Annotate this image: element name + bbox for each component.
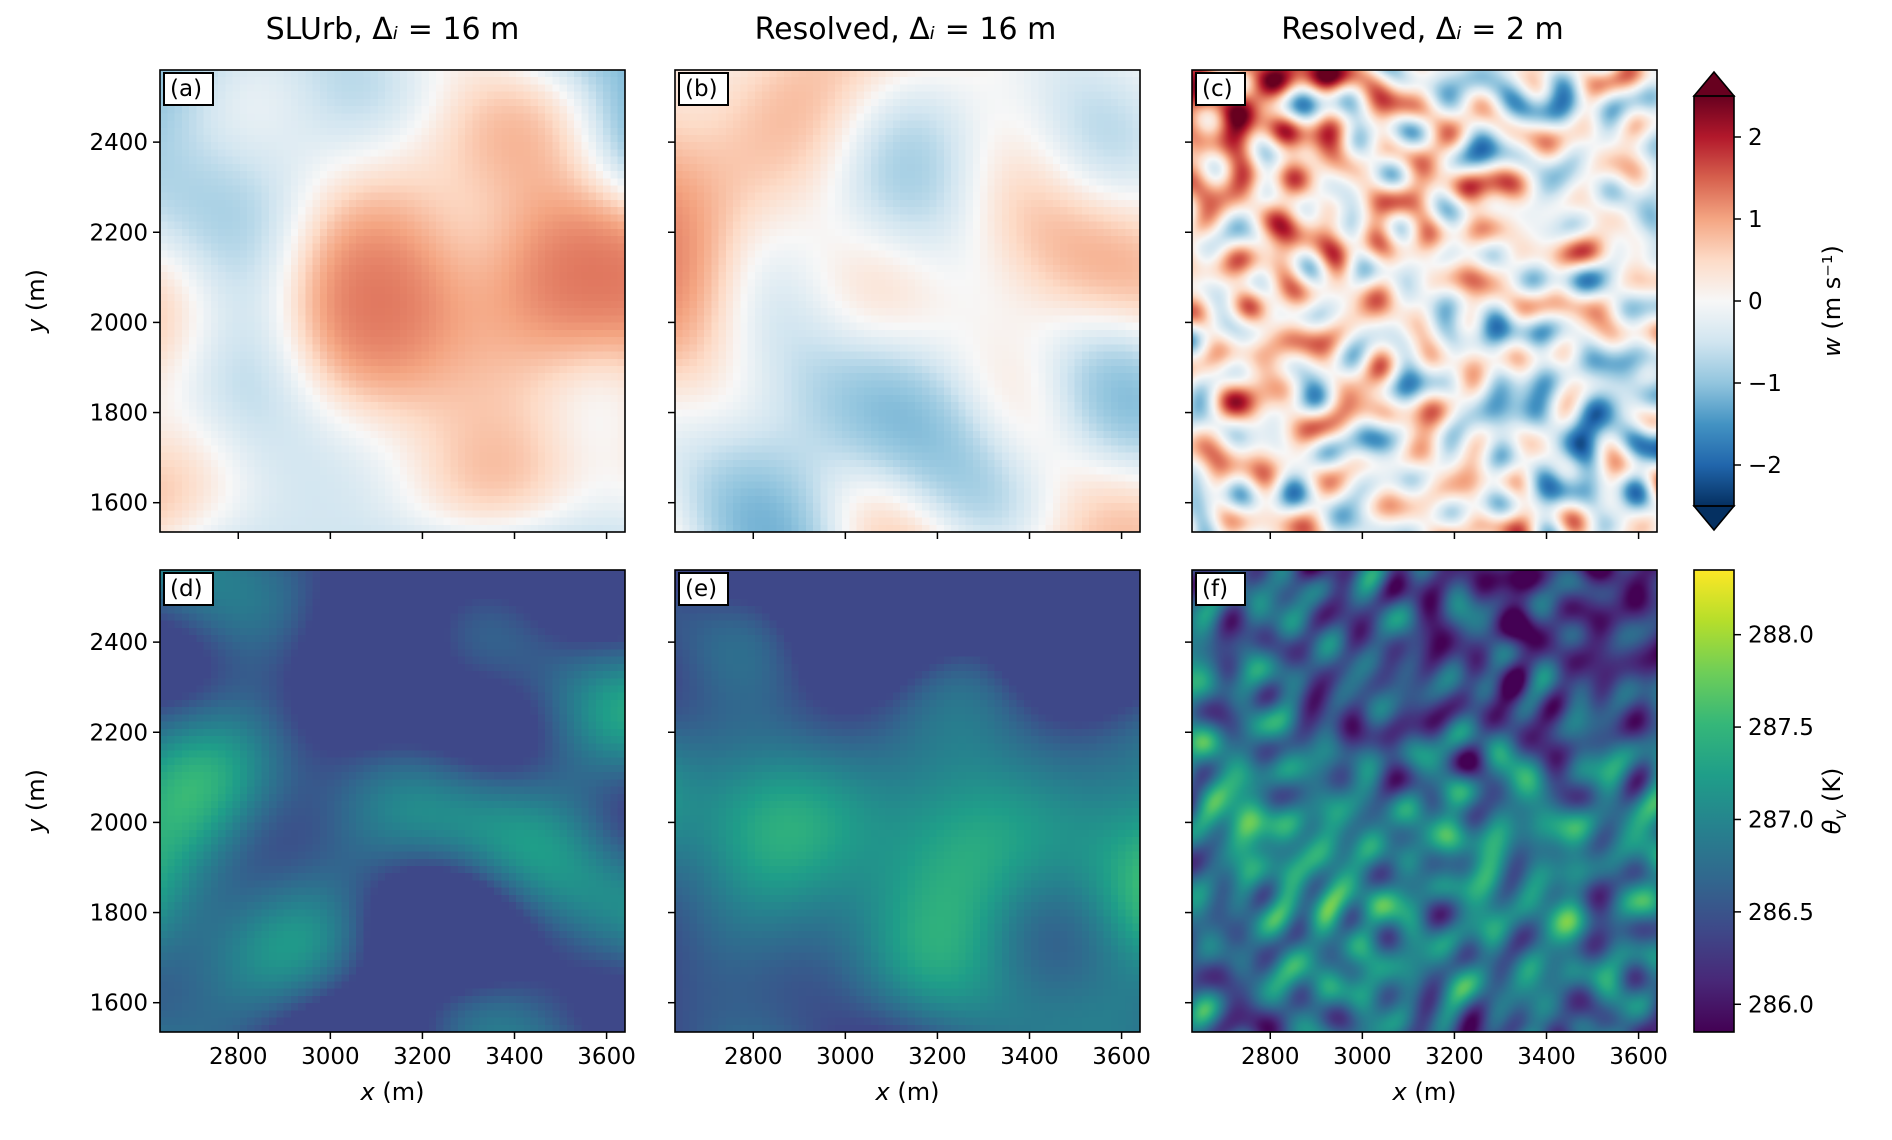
panel-e: (e) 2800 3000 3200 3400 3600 x (m) xyxy=(668,569,1151,1106)
panel-label-box xyxy=(163,572,214,606)
y-tick-label: 2200 xyxy=(89,720,148,746)
colorbar-w-label: w (m s⁻¹) xyxy=(1818,245,1846,357)
panel-label-box xyxy=(678,72,729,106)
panel-b: (b) xyxy=(668,69,1141,539)
colorbar-tick-label: 287.5 xyxy=(1748,715,1814,741)
x-tick-label: 3600 xyxy=(1092,1044,1151,1070)
colorbar-tick-label: 2 xyxy=(1748,125,1763,151)
colorbar-tick-label: 286.0 xyxy=(1748,992,1814,1018)
x-tick-label: 3600 xyxy=(1609,1044,1668,1070)
heatmap-image xyxy=(675,570,1140,1032)
x-tick-label: 3600 xyxy=(577,1044,636,1070)
panel-d: (d) 1600 1800 2000 2200 2400 2800 3000 3200 3400 3… xyxy=(22,569,636,1106)
colorbar-frame xyxy=(1693,569,1735,1033)
panel-a: (a) 1600 1800 2000 2200 2400 y (m) xyxy=(22,69,626,539)
column-title-1-grid: 16 m xyxy=(442,12,520,47)
x-tick-label: 3000 xyxy=(301,1044,360,1070)
x-tick-label: 3200 xyxy=(1425,1044,1484,1070)
y-axis-label: y (m) xyxy=(22,769,50,834)
heatmap-image xyxy=(160,570,625,1032)
axes-frame xyxy=(159,69,626,533)
x-tick-label: 3400 xyxy=(1517,1044,1576,1070)
axes-frame xyxy=(159,569,626,1033)
x-tick-label: 3000 xyxy=(816,1044,875,1070)
column-title-2-name: Resolved xyxy=(754,12,891,47)
x-tick-label: 3400 xyxy=(485,1044,544,1070)
colorbar-tick-label: 286.5 xyxy=(1748,900,1814,926)
column-title-1: SLUrb, Δᵢ = 16 m xyxy=(265,12,520,47)
column-title-1-name: SLUrb xyxy=(265,12,354,47)
colorbar-theta: 286.0 286.5 287.0 287.5 288.0 θv (K) xyxy=(1693,569,1851,1033)
panel-label-box xyxy=(678,572,729,606)
panel-label-box xyxy=(1195,572,1246,606)
colorbar-tick-label: 288.0 xyxy=(1748,623,1814,649)
panel-c: (c) xyxy=(1185,69,1658,539)
axes-frame xyxy=(674,69,1141,533)
colorbar-w: −2 −1 0 1 2 w (m s⁻¹) xyxy=(1692,70,1846,532)
panel-label: (d) xyxy=(170,576,203,602)
column-title-3-grid: 2 m xyxy=(1505,12,1564,47)
x-tick-label: 3400 xyxy=(1000,1044,1059,1070)
colorbar-gradient xyxy=(1694,96,1734,506)
column-title-2-grid: 16 m xyxy=(979,12,1057,47)
panel-f: (f) 2800 3000 3200 3400 3600 x (m) xyxy=(1185,569,1668,1106)
y-tick-label: 1600 xyxy=(89,991,148,1017)
y-tick-label: 1800 xyxy=(89,901,148,927)
panel-label: (f) xyxy=(1202,576,1228,602)
axes-frame xyxy=(1191,569,1658,1033)
column-title-2: Resolved, Δᵢ = 16 m xyxy=(754,12,1057,47)
x-tick-label: 2800 xyxy=(209,1044,268,1070)
colorbar-extend-bottom xyxy=(1692,505,1736,532)
panel-label-box xyxy=(163,72,214,106)
heatmap-image xyxy=(675,70,1140,532)
y-tick-label: 2400 xyxy=(89,630,148,656)
y-tick-label: 2000 xyxy=(89,810,148,836)
y-tick-label: 2400 xyxy=(89,130,148,156)
colorbar-extend-top xyxy=(1692,70,1736,97)
x-tick-label: 2800 xyxy=(1241,1044,1300,1070)
colorbar-tick-label: 287.0 xyxy=(1748,807,1814,833)
colorbar-tick-label: 1 xyxy=(1748,207,1763,233)
axes-frame xyxy=(674,569,1141,1033)
y-tick-label: 2000 xyxy=(89,310,148,336)
x-tick-label: 2800 xyxy=(724,1044,783,1070)
colorbar-theta-label: θv (K) xyxy=(1818,768,1851,835)
heatmap-image xyxy=(1192,70,1657,532)
colorbar-tick-label: −1 xyxy=(1748,371,1782,397)
y-tick-label: 1600 xyxy=(89,491,148,517)
colorbar-gradient xyxy=(1694,570,1734,1032)
y-axis-label: y (m) xyxy=(22,269,50,334)
x-axis-label: x (m) xyxy=(1392,1078,1457,1106)
colorbar-tick-label: −2 xyxy=(1748,453,1782,479)
column-title-3-name: Resolved xyxy=(1281,12,1417,47)
axes-frame xyxy=(1191,69,1658,533)
panel-label: (b) xyxy=(685,76,718,102)
panel-label: (c) xyxy=(1202,76,1233,102)
heatmap-image xyxy=(1192,570,1657,1032)
x-tick-label: 3200 xyxy=(908,1044,967,1070)
panel-label: (a) xyxy=(170,76,202,102)
x-tick-label: 3000 xyxy=(1333,1044,1392,1070)
heatmap-image xyxy=(160,70,625,532)
x-axis-label: x (m) xyxy=(360,1078,425,1106)
y-tick-label: 1800 xyxy=(89,401,148,427)
panel-label: (e) xyxy=(685,576,717,602)
panel-label-box xyxy=(1195,72,1246,106)
x-axis-label: x (m) xyxy=(875,1078,940,1106)
y-tick-label: 2200 xyxy=(89,220,148,246)
colorbar-tick-label: 0 xyxy=(1748,289,1763,315)
x-tick-label: 3200 xyxy=(393,1044,452,1070)
column-title-3: Resolved, Δᵢ = 2 m xyxy=(1281,12,1564,47)
